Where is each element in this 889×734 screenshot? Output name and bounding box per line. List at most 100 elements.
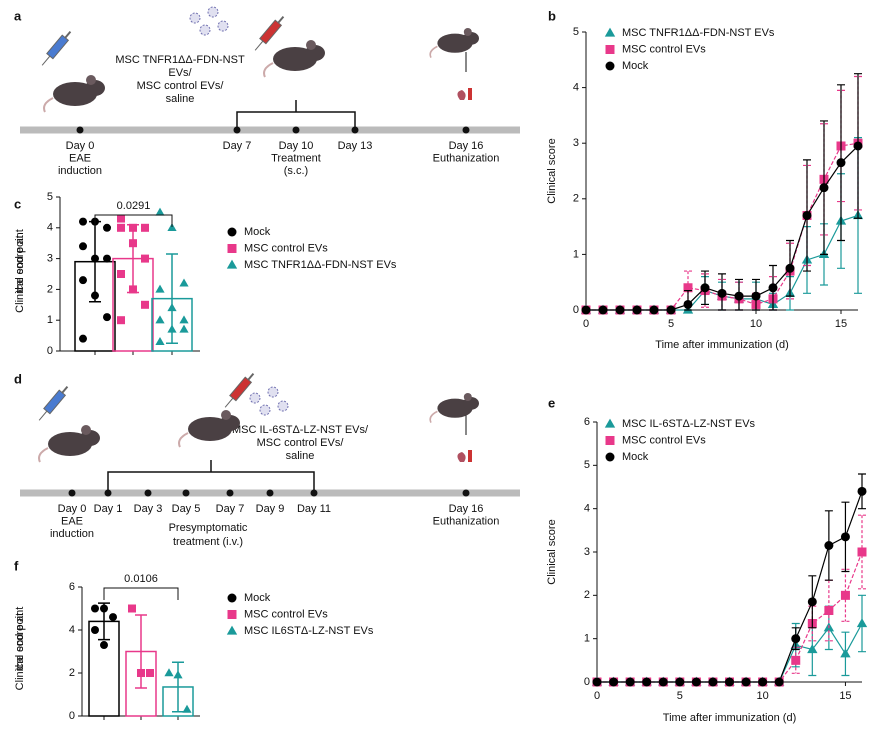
organ-icon: [457, 452, 466, 462]
ev-icon: [217, 20, 229, 32]
data-point: [164, 668, 174, 677]
y-tick-label: 2: [573, 193, 579, 205]
data-point: [155, 315, 165, 324]
y-tick-label: 0: [573, 304, 579, 316]
legend-marker: [227, 593, 237, 603]
x-tick-label: 0: [594, 690, 600, 702]
data-point: [179, 315, 189, 324]
timepoint: [104, 489, 112, 497]
day-label: Day 16: [449, 140, 484, 152]
data-point: [717, 288, 727, 298]
y-tick-label: 4: [573, 82, 579, 94]
data-point: [768, 283, 778, 293]
data-point: [103, 254, 111, 263]
data-point: [91, 291, 99, 300]
mouse-icon: [38, 425, 100, 463]
data-point: [128, 604, 136, 613]
ev-icon: [277, 400, 289, 412]
mouse-tail: [38, 447, 49, 463]
legend-marker: [605, 45, 615, 54]
x-tick-label: 10: [757, 690, 769, 702]
data-point: [609, 677, 619, 687]
legend-label: MSC IL-6STΔ-LZ-NST EVs: [622, 418, 756, 430]
day-label: Treatment: [271, 152, 321, 164]
data-point: [146, 669, 154, 677]
data-point: [167, 324, 177, 333]
day-label: Day 13: [338, 140, 373, 152]
day-label: Day 11: [297, 503, 331, 515]
data-point: [758, 677, 768, 687]
data-point: [840, 590, 850, 600]
timepoint: [182, 489, 190, 497]
mouse-tail: [43, 97, 54, 113]
legend-marker: [227, 610, 237, 619]
legend-marker: [227, 227, 237, 237]
legend-label: Mock: [244, 592, 271, 604]
data-point: [129, 239, 137, 248]
treatment-label: EVs/: [168, 67, 192, 79]
syringe-plunger: [61, 385, 69, 394]
data-point: [615, 305, 625, 315]
data-point: [857, 486, 867, 496]
data-point: [141, 300, 149, 309]
y-axis-label: Clinical score atthe end point: [14, 607, 26, 691]
day-label: Day 7: [223, 140, 252, 152]
timepoint: [462, 489, 470, 497]
y-tick-label: 4: [69, 624, 75, 636]
data-point: [708, 677, 718, 687]
data-point: [632, 305, 642, 315]
ev-icon: [189, 12, 201, 24]
x-axis-label: Time after immunization (d): [655, 339, 788, 351]
data-point: [683, 299, 693, 309]
syringe-icon: [38, 385, 69, 421]
day-label: induction: [50, 528, 94, 540]
legend-marker: [605, 436, 615, 445]
syringe-barrel: [229, 376, 253, 402]
mouse-icon: [429, 28, 479, 58]
data-point: [117, 270, 125, 278]
data-point: [167, 303, 177, 312]
syringe-barrel: [46, 34, 70, 60]
ev-icon: [199, 24, 211, 36]
data-point: [100, 641, 108, 650]
ev-icon: [249, 392, 261, 404]
legend-label: MSC control EVs: [244, 242, 328, 254]
data-point: [691, 677, 701, 687]
data-point: [129, 223, 137, 232]
treatment-label: saline: [286, 450, 315, 462]
data-point: [129, 285, 137, 294]
data-point: [179, 278, 189, 287]
y-tick-label: 1: [573, 248, 579, 260]
mouse-tail: [263, 62, 274, 78]
data-point: [785, 263, 795, 273]
day-label: Day 3: [134, 503, 163, 515]
data-point: [598, 305, 608, 315]
timepoint: [462, 126, 470, 134]
series-line: [597, 551, 863, 683]
syringe-needle: [38, 410, 48, 421]
day-label: Day 16: [449, 503, 484, 515]
data-point: [819, 183, 829, 193]
mouse-ear: [306, 40, 316, 50]
panel-label: f: [14, 558, 19, 573]
day-label: Day 10: [279, 140, 314, 152]
tube-icon: [468, 450, 472, 462]
data-point: [700, 283, 710, 293]
legend-marker: [227, 244, 237, 253]
x-tick-label: 10: [750, 318, 762, 330]
mouse-ear: [463, 28, 472, 36]
syringe-icon: [254, 15, 285, 51]
day-label: Euthanization: [433, 152, 500, 164]
data-point: [137, 669, 145, 677]
data-point: [625, 677, 635, 687]
day-label: Day 0: [66, 140, 95, 152]
y-tick-label: 5: [584, 459, 590, 471]
data-point: [109, 613, 117, 622]
mouse-ear: [221, 410, 231, 420]
treatment-note: treatment (i.v.): [173, 536, 243, 548]
data-point: [857, 547, 867, 557]
data-point: [117, 223, 125, 232]
data-point: [683, 283, 693, 293]
data-point: [117, 214, 125, 223]
